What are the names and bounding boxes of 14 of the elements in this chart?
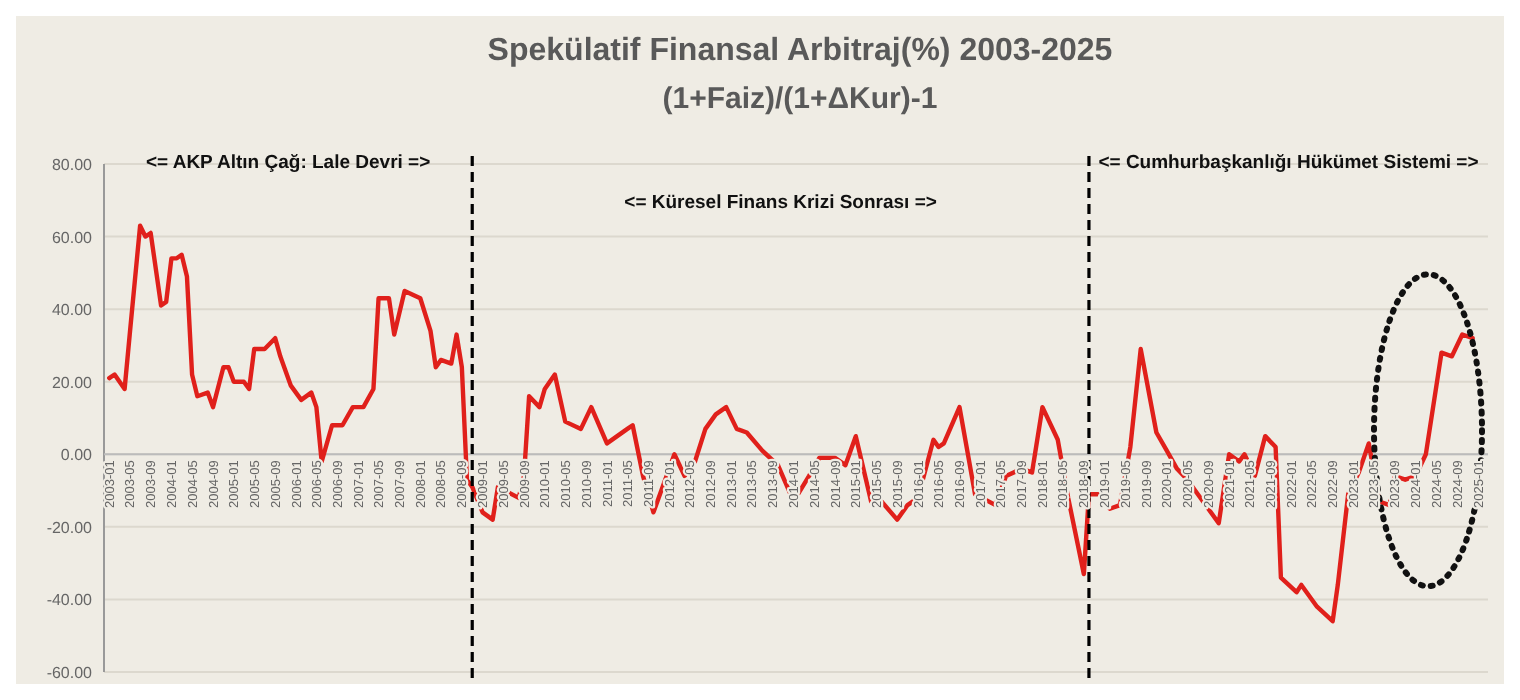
annotation: <= Küresel Finans Krizi Sonrası => bbox=[624, 192, 938, 214]
y-tick-label: 60.00 bbox=[51, 228, 94, 247]
y-tick-label: 0.00 bbox=[60, 446, 94, 465]
chart-title: Spekülatif Finansal Arbitraj(%) 2003-2025 bbox=[487, 34, 1113, 68]
y-tick-label: -20.00 bbox=[46, 518, 94, 537]
annotation: <= AKP Altın Çağ: Lale Devri => bbox=[145, 152, 432, 174]
y-tick-label: 80.00 bbox=[51, 156, 94, 174]
line-series bbox=[107, 223, 1475, 624]
y-tick-label: 40.00 bbox=[51, 301, 94, 320]
y-tick-label: 20.00 bbox=[51, 373, 94, 392]
chart-subtitle: (1+Faiz)/(1+ΔKur)-1 bbox=[662, 82, 938, 116]
y-tick-label: -40.00 bbox=[46, 591, 94, 610]
annotation: <= Cumhurbaşkanlığı Hükümet Sistemi => bbox=[1098, 152, 1480, 174]
y-tick-label: -60.00 bbox=[46, 664, 94, 682]
